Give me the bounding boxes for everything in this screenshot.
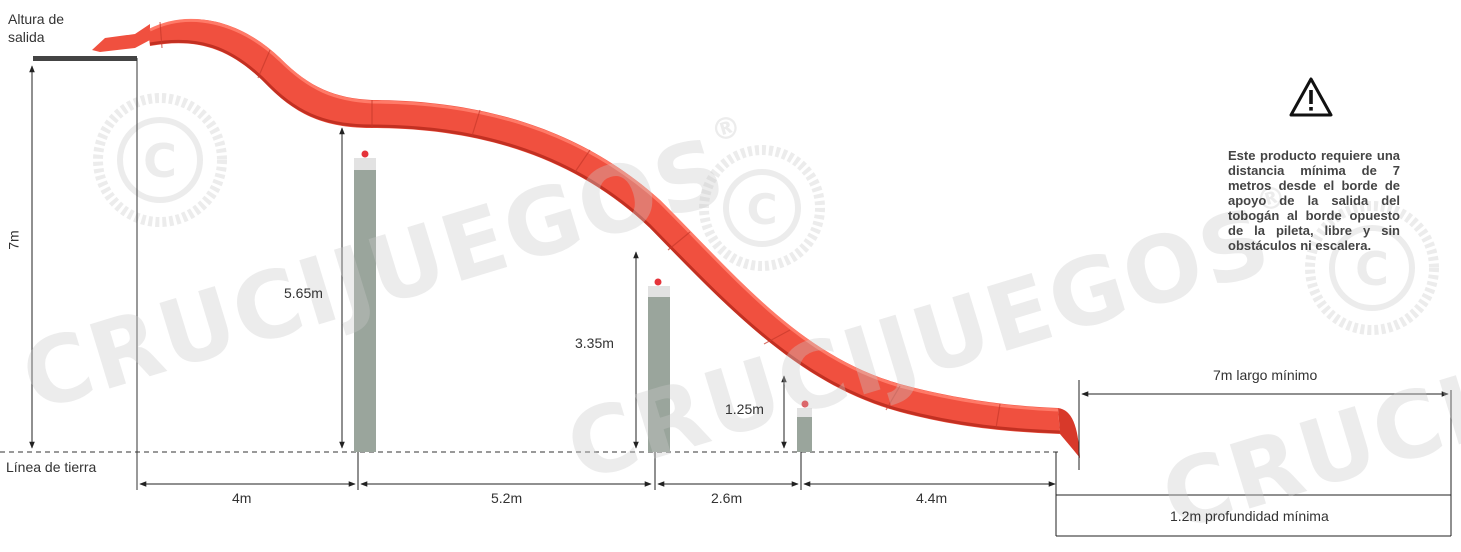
svg-text:C: C — [143, 134, 177, 188]
launch-height-label: Altura de salida — [8, 11, 65, 45]
post-1 — [354, 150, 376, 452]
post1-height-label: 5.65m — [284, 285, 323, 301]
post2-height-label: 3.35m — [575, 335, 614, 351]
pool-length-label: 7m largo mínimo — [1213, 367, 1318, 383]
span4-label: 4.4m — [916, 490, 948, 506]
span-dimensions — [139, 452, 1056, 490]
total-height-label: 7m — [5, 230, 22, 250]
launch-platform — [33, 56, 137, 61]
post3-height-label: 1.25m — [725, 401, 764, 417]
post-3 — [797, 400, 812, 452]
span3-label: 2.6m — [711, 490, 743, 506]
svg-text:C: C — [1355, 242, 1389, 296]
post-2 — [648, 278, 670, 452]
pool-depth-label: 1.2m profundidad mínima — [1170, 508, 1329, 524]
pool-outline — [1055, 380, 1452, 537]
slide-body — [92, 18, 1080, 458]
watermark-seal-center: C — [699, 145, 825, 271]
ground-line-label: Línea de tierra — [6, 459, 97, 475]
watermark-seal-left: C — [93, 93, 227, 227]
span1-label: 4m — [232, 490, 252, 506]
svg-text:C: C — [747, 185, 778, 234]
watermark-seal-right: C — [1305, 201, 1439, 335]
warning-triangle-icon — [1289, 77, 1333, 117]
warning-text: Este producto requiere una distancia mín… — [1228, 148, 1400, 253]
span2-label: 5.2m — [491, 490, 523, 506]
